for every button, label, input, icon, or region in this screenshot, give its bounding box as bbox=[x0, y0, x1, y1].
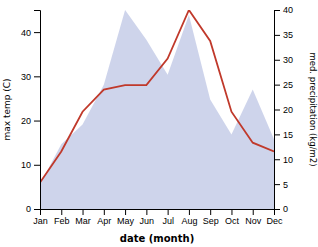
tick: Aug bbox=[181, 209, 197, 226]
tick-mark bbox=[189, 209, 190, 215]
axis-line bbox=[34, 11, 41, 210]
y2-axis-title: med. precipitation (kg/m2) bbox=[308, 52, 318, 166]
tick-label: 5 bbox=[283, 180, 288, 190]
tick-mark bbox=[125, 209, 126, 215]
axis-line bbox=[275, 11, 281, 210]
tick-mark bbox=[34, 121, 40, 122]
tick-mark bbox=[61, 209, 62, 215]
tick-label: May bbox=[117, 216, 135, 226]
area bbox=[40, 10, 274, 209]
tick-label: Aug bbox=[181, 216, 197, 226]
tick: 15 bbox=[274, 130, 293, 140]
tick-label: 40 bbox=[283, 5, 293, 15]
tick: 20 bbox=[21, 116, 40, 126]
tick: Apr bbox=[97, 209, 111, 226]
x-axis-title: date (month) bbox=[120, 233, 194, 244]
y2-axis: 0 5 10 15 20 25 30 35 40 bbox=[274, 5, 293, 214]
tick: 20 bbox=[274, 105, 293, 115]
tick-label: 0 bbox=[283, 204, 288, 214]
tick-label: 35 bbox=[283, 30, 293, 40]
tick: 40 bbox=[274, 5, 293, 15]
tick: Jan bbox=[33, 209, 48, 226]
tick: Jun bbox=[140, 209, 155, 226]
tick: 35 bbox=[274, 30, 293, 40]
y-axis-title: max temp (C) bbox=[2, 78, 12, 140]
tick-mark bbox=[34, 32, 40, 33]
tick-label: 15 bbox=[283, 130, 293, 140]
tick-mark bbox=[274, 35, 280, 36]
tick-mark bbox=[274, 134, 280, 135]
line bbox=[40, 10, 274, 182]
tick-label: Jan bbox=[33, 216, 48, 226]
tick-label: 30 bbox=[21, 72, 31, 82]
tick: 5 bbox=[274, 180, 288, 190]
tick: Oct bbox=[225, 209, 240, 226]
tick-mark bbox=[34, 76, 40, 77]
tick-mark bbox=[146, 209, 147, 215]
tick: Sep bbox=[203, 209, 219, 226]
tick-mark bbox=[168, 209, 169, 215]
tick: 40 bbox=[21, 27, 40, 37]
tick-label: Apr bbox=[97, 216, 111, 226]
tick-label: 20 bbox=[283, 105, 293, 115]
tick-mark bbox=[34, 209, 40, 210]
tick-mark bbox=[274, 184, 280, 185]
tick-mark bbox=[34, 165, 40, 166]
tick-label: 10 bbox=[21, 160, 31, 170]
tick-mark bbox=[274, 85, 280, 86]
tick-label: 25 bbox=[283, 80, 293, 90]
chart: JanFebMarAprMayJunJulAugSepOctNovDec0102… bbox=[0, 0, 318, 247]
tick-label: 10 bbox=[283, 155, 293, 165]
x-axis: Jan Feb Mar Apr May Jun Jul Aug Sep Oct Nov Dec bbox=[33, 209, 283, 226]
tick: Nov bbox=[245, 209, 262, 226]
tick-mark bbox=[253, 209, 254, 215]
plot: JanFebMarAprMayJunJulAugSepOctNovDec0102… bbox=[21, 5, 293, 226]
tick: Jul bbox=[162, 209, 174, 226]
marks bbox=[40, 10, 274, 209]
tick: Mar bbox=[75, 209, 91, 226]
tick: 10 bbox=[274, 155, 293, 165]
tick-label: 0 bbox=[26, 204, 31, 214]
tick-label: Feb bbox=[54, 216, 70, 226]
tick-label: Mar bbox=[75, 216, 91, 226]
tick-label: 40 bbox=[21, 27, 31, 37]
tick-label: 30 bbox=[283, 55, 293, 65]
tick-mark bbox=[104, 209, 105, 215]
tick-mark bbox=[274, 159, 280, 160]
tick-label: Oct bbox=[225, 216, 240, 226]
tick: 30 bbox=[21, 72, 40, 82]
tick-label: Nov bbox=[245, 216, 262, 226]
tick-mark bbox=[210, 209, 211, 215]
tick: 10 bbox=[21, 160, 40, 170]
tick-mark bbox=[83, 209, 84, 215]
tick: 25 bbox=[274, 80, 293, 90]
tick-mark bbox=[274, 110, 280, 111]
tick: 30 bbox=[274, 55, 293, 65]
tick-label: Dec bbox=[266, 216, 283, 226]
tick: Feb bbox=[54, 209, 70, 226]
tick-mark bbox=[274, 10, 280, 11]
tick: 0 bbox=[274, 204, 288, 214]
tick-label: 20 bbox=[21, 116, 31, 126]
tick: 0 bbox=[26, 204, 40, 214]
tick-mark bbox=[274, 60, 280, 61]
tick: May bbox=[117, 209, 135, 226]
tick-label: Sep bbox=[203, 216, 219, 226]
y-axis: 0 10 20 30 40 bbox=[21, 11, 41, 215]
axis-line bbox=[41, 210, 275, 216]
tick: Dec bbox=[266, 209, 283, 226]
tick-mark bbox=[274, 209, 280, 210]
tick-label: Jul bbox=[162, 216, 174, 226]
tick-mark bbox=[231, 209, 232, 215]
tick-label: Jun bbox=[140, 216, 155, 226]
